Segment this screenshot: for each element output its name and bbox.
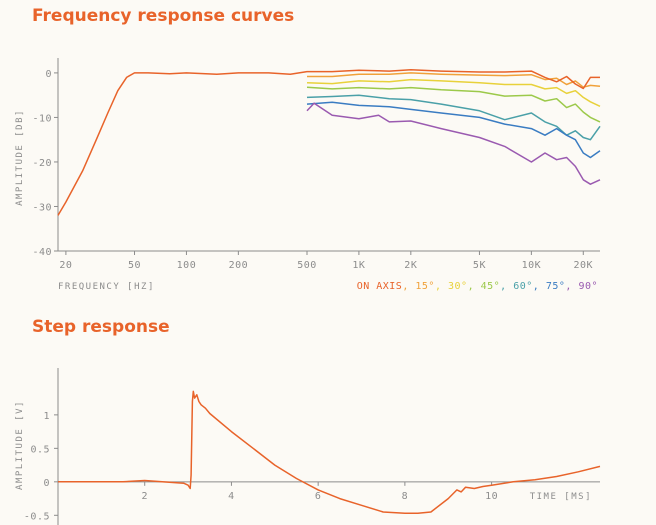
legend-entry-4: 60° [513, 281, 533, 292]
y-axis-title: AMPLITUDE [V] [15, 400, 25, 490]
y-axis-title: AMPLITUDE [DB] [15, 109, 25, 206]
y-tick-label: -0.5 [24, 511, 50, 522]
x-axis-title: TIME [MS] [530, 492, 592, 502]
y-tick-label: -20 [32, 158, 52, 169]
x-tick-label: 10 [485, 491, 498, 502]
y-tick-label: -10 [32, 113, 52, 124]
legend-separator: , [500, 281, 513, 292]
x-tick-label: 20K [574, 260, 594, 271]
series-line-0 [57, 69, 600, 216]
x-tick-label: 2K [404, 260, 417, 271]
frequency-response-chart: 0 -10 -20 -30 -40 20 50 100 200 500 1K 2K 5K 10K 20K FR… [15, 58, 601, 292]
y-tick-label: 0 [45, 69, 52, 80]
series-line-0 [58, 390, 601, 515]
legend-entry-3: 45° [481, 281, 501, 292]
x-tick-label: 5K [473, 260, 486, 271]
legend-entry-1: 15° [415, 281, 435, 292]
series-line-5 [306, 101, 601, 159]
x-tick-label: 50 [128, 260, 141, 271]
series-line-2 [306, 78, 601, 107]
frequency-chart-title: Frequency response curves [32, 6, 295, 26]
x-tick-label: 4 [228, 491, 235, 502]
legend-separator: , [533, 281, 546, 292]
x-tick-label: 6 [315, 491, 322, 502]
legend: ON AXIS, 15°, 30°, 45°, 60°, 75°, 90° [357, 281, 598, 292]
series-line-6 [306, 102, 601, 185]
x-tick-label: 20 [59, 260, 72, 271]
legend-separator: , [435, 281, 448, 292]
x-tick-label: 200 [229, 260, 249, 271]
y-tick-label: 0.5 [30, 444, 50, 455]
series-line-4 [306, 94, 601, 141]
legend-entry-6: 90° [578, 281, 598, 292]
legend-entry-5: 75° [546, 281, 566, 292]
x-tick-label: 10K [522, 260, 542, 271]
y-tick-label: -40 [32, 247, 52, 258]
series-line-3 [306, 86, 601, 123]
legend-separator: , [402, 281, 415, 292]
legend-separator: , [468, 281, 481, 292]
x-tick-label: 8 [402, 491, 409, 502]
y-tick-label: 1 [43, 411, 50, 422]
legend-entry-2: 30° [448, 281, 468, 292]
x-tick-label: 2 [141, 491, 148, 502]
series-line-1 [307, 72, 601, 88]
y-tick-label: 0 [43, 478, 50, 489]
legend-separator: , [565, 281, 578, 292]
y-tick-label: -30 [32, 202, 52, 213]
x-axis-title: FREQUENCY [HZ] [58, 282, 155, 292]
step-chart-title: Step response [32, 317, 170, 337]
x-tick-label: 500 [297, 260, 317, 271]
x-tick-label: 1K [352, 260, 365, 271]
x-tick-label: 100 [177, 260, 197, 271]
step-response-chart: 1 0.5 0 -0.5 2 4 6 8 10 TIME [MS] AMPLITUDE [V] [15, 368, 601, 525]
legend-entry-0: ON AXIS [357, 281, 403, 292]
